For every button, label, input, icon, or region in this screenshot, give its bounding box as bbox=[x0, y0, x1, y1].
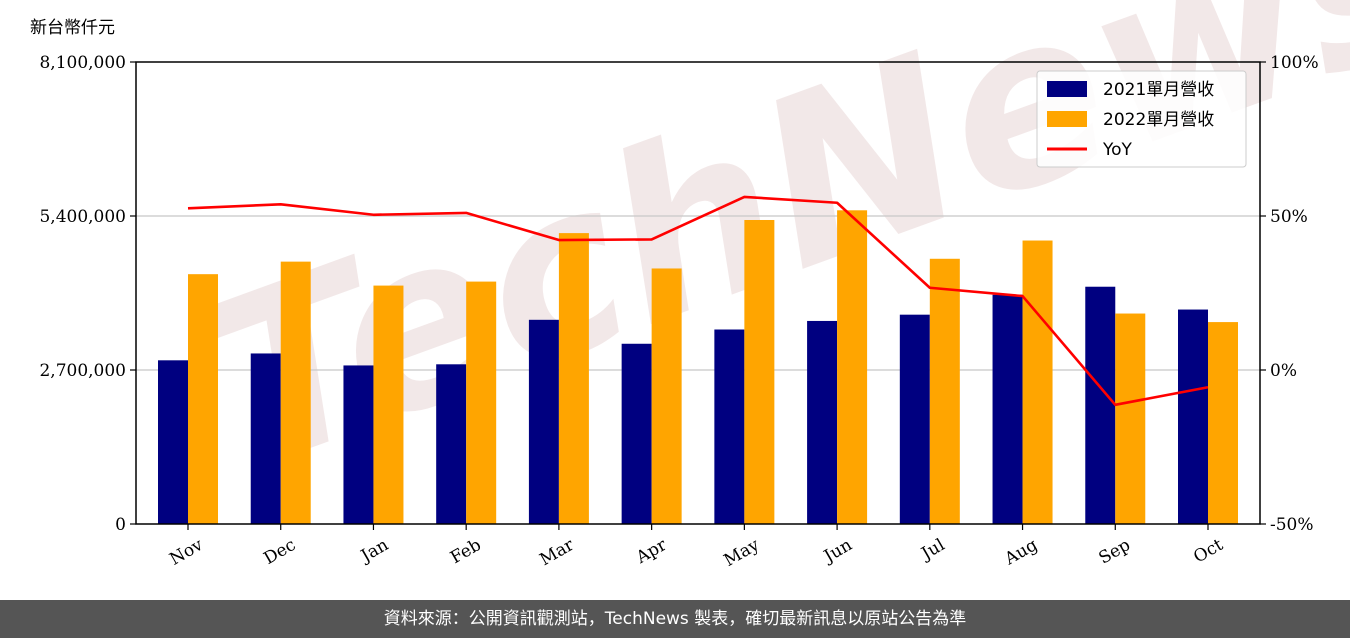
x-tick-label: Mar bbox=[537, 535, 579, 571]
x-tick-label: Jul bbox=[916, 535, 948, 565]
x-tick-label: Apr bbox=[632, 535, 671, 569]
legend-box bbox=[1036, 70, 1247, 168]
x-tick-label: Feb bbox=[447, 535, 485, 568]
bar-2022-oct bbox=[1208, 322, 1238, 524]
y-tick-label: 2,700,000 bbox=[39, 361, 126, 381]
legend-label: 2022單月營收 bbox=[1103, 110, 1214, 130]
bar-2021-nov bbox=[158, 360, 188, 524]
bar-2021-aug bbox=[992, 294, 1023, 524]
x-tick-label: Aug bbox=[1001, 535, 1042, 570]
bar-2021-mar bbox=[528, 319, 559, 524]
y-tick-label: 8,100,000 bbox=[39, 53, 126, 73]
y2-tick-label: 100% bbox=[1270, 53, 1319, 73]
x-tick-label: Sep bbox=[1096, 535, 1134, 569]
bar-2022-dec bbox=[280, 261, 311, 524]
x-tick-label: Jan bbox=[356, 535, 392, 567]
legend-swatch bbox=[1047, 111, 1087, 127]
y-tick-label: 5,400,000 bbox=[39, 207, 126, 227]
legend: 2021單月營收 2022單月營收 YoY bbox=[1036, 70, 1247, 168]
bar-2021-may bbox=[714, 329, 745, 524]
grid-lines bbox=[136, 215, 1260, 371]
bar-2021-feb bbox=[436, 364, 467, 524]
revenue-chart: TechNews 新台幣仟元 0 2,700,000 5,400,000 8,100,… bbox=[30, 0, 1350, 571]
bar-2022-jan bbox=[373, 285, 404, 524]
y2-tick-label: 0% bbox=[1270, 361, 1297, 381]
x-tick-label: Jun bbox=[819, 535, 856, 568]
bar-2021-jan bbox=[343, 365, 374, 524]
yoy-line bbox=[187, 195, 1209, 407]
y2-tick-label: -50% bbox=[1270, 515, 1314, 535]
bar-2021-oct bbox=[1178, 309, 1208, 524]
chart-svg: TechNews 新台幣仟元 02,700,0005,400,0008,100,… bbox=[30, 0, 1350, 571]
legend-swatch bbox=[1047, 81, 1087, 97]
plot-frame bbox=[135, 61, 1261, 525]
bar-2021-jul bbox=[899, 314, 930, 524]
bar-2021-apr bbox=[621, 343, 652, 524]
x-tick-label: Nov bbox=[166, 535, 206, 570]
bar-2022-aug bbox=[1022, 240, 1053, 524]
bar-2022-feb bbox=[466, 281, 497, 524]
bar-2022-apr bbox=[651, 268, 682, 524]
bar-2022-may bbox=[744, 219, 775, 524]
bar-2021-sep bbox=[1085, 286, 1116, 524]
x-tick-label: Oct bbox=[1190, 535, 1226, 568]
bar-2022-nov bbox=[188, 274, 218, 524]
bar-2021-dec bbox=[250, 353, 281, 524]
y-axis-unit-label: 新台幣仟元 bbox=[30, 18, 115, 38]
bar-2022-jul bbox=[929, 258, 960, 524]
source-footer: 資料來源：公開資訊觀測站，TechNews 製表，確切最新訊息以原站公告為準 bbox=[0, 600, 1350, 638]
bar-2021-jun bbox=[807, 320, 838, 524]
y2-tick-label: 50% bbox=[1270, 207, 1308, 227]
x-tick-label: May bbox=[721, 535, 764, 571]
bars-group bbox=[158, 210, 1238, 524]
x-tick-label: Dec bbox=[260, 535, 299, 569]
bar-2022-mar bbox=[558, 233, 589, 524]
legend-label: YoY bbox=[1102, 140, 1133, 160]
bar-2022-sep bbox=[1115, 313, 1146, 524]
legend-label: 2021單月營收 bbox=[1103, 80, 1214, 100]
y-tick-label: 0 bbox=[115, 515, 126, 535]
bar-2022-jun bbox=[837, 210, 868, 524]
yoy-line-group bbox=[187, 195, 1209, 407]
